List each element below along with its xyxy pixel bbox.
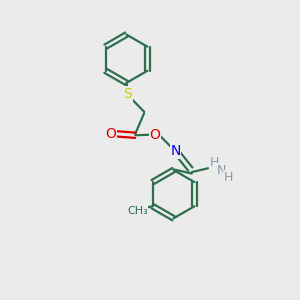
Text: H: H	[224, 171, 233, 184]
Text: CH₃: CH₃	[127, 206, 148, 216]
Text: H: H	[210, 156, 219, 169]
Text: N: N	[170, 144, 181, 158]
Text: O: O	[105, 127, 116, 141]
Text: S: S	[124, 87, 132, 101]
Text: O: O	[150, 128, 160, 142]
Text: N: N	[217, 164, 226, 177]
